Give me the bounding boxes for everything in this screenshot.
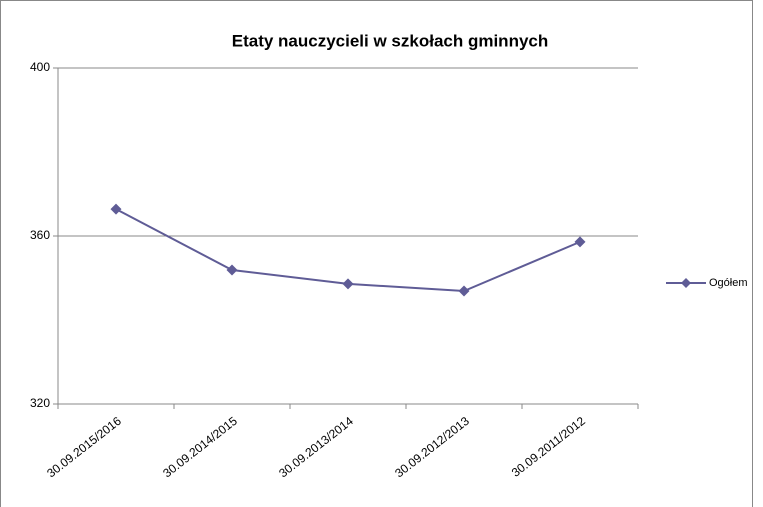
legend-marker [681,278,691,288]
marker [458,285,470,297]
marker [574,236,586,248]
legend-label: Ogółem [709,277,748,289]
marker [110,203,122,215]
chart-title: Etaty nauczycieli w szkołach gminnych [232,31,549,50]
marker [226,264,238,276]
y-tick-label: 360 [30,228,50,242]
y-tick-label: 320 [30,396,50,410]
marker [342,278,354,290]
y-tick-label: 400 [30,60,50,74]
